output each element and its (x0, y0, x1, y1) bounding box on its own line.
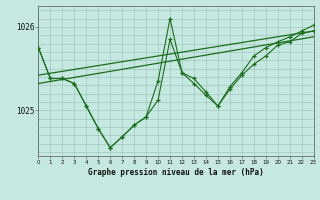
X-axis label: Graphe pression niveau de la mer (hPa): Graphe pression niveau de la mer (hPa) (88, 168, 264, 177)
